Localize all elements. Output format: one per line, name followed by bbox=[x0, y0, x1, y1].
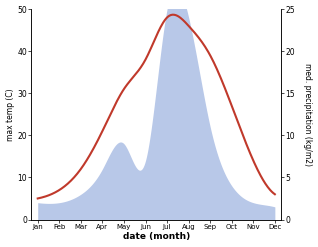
Y-axis label: max temp (C): max temp (C) bbox=[5, 88, 15, 141]
Y-axis label: med. precipitation (kg/m2): med. precipitation (kg/m2) bbox=[303, 63, 313, 166]
X-axis label: date (month): date (month) bbox=[123, 232, 190, 242]
